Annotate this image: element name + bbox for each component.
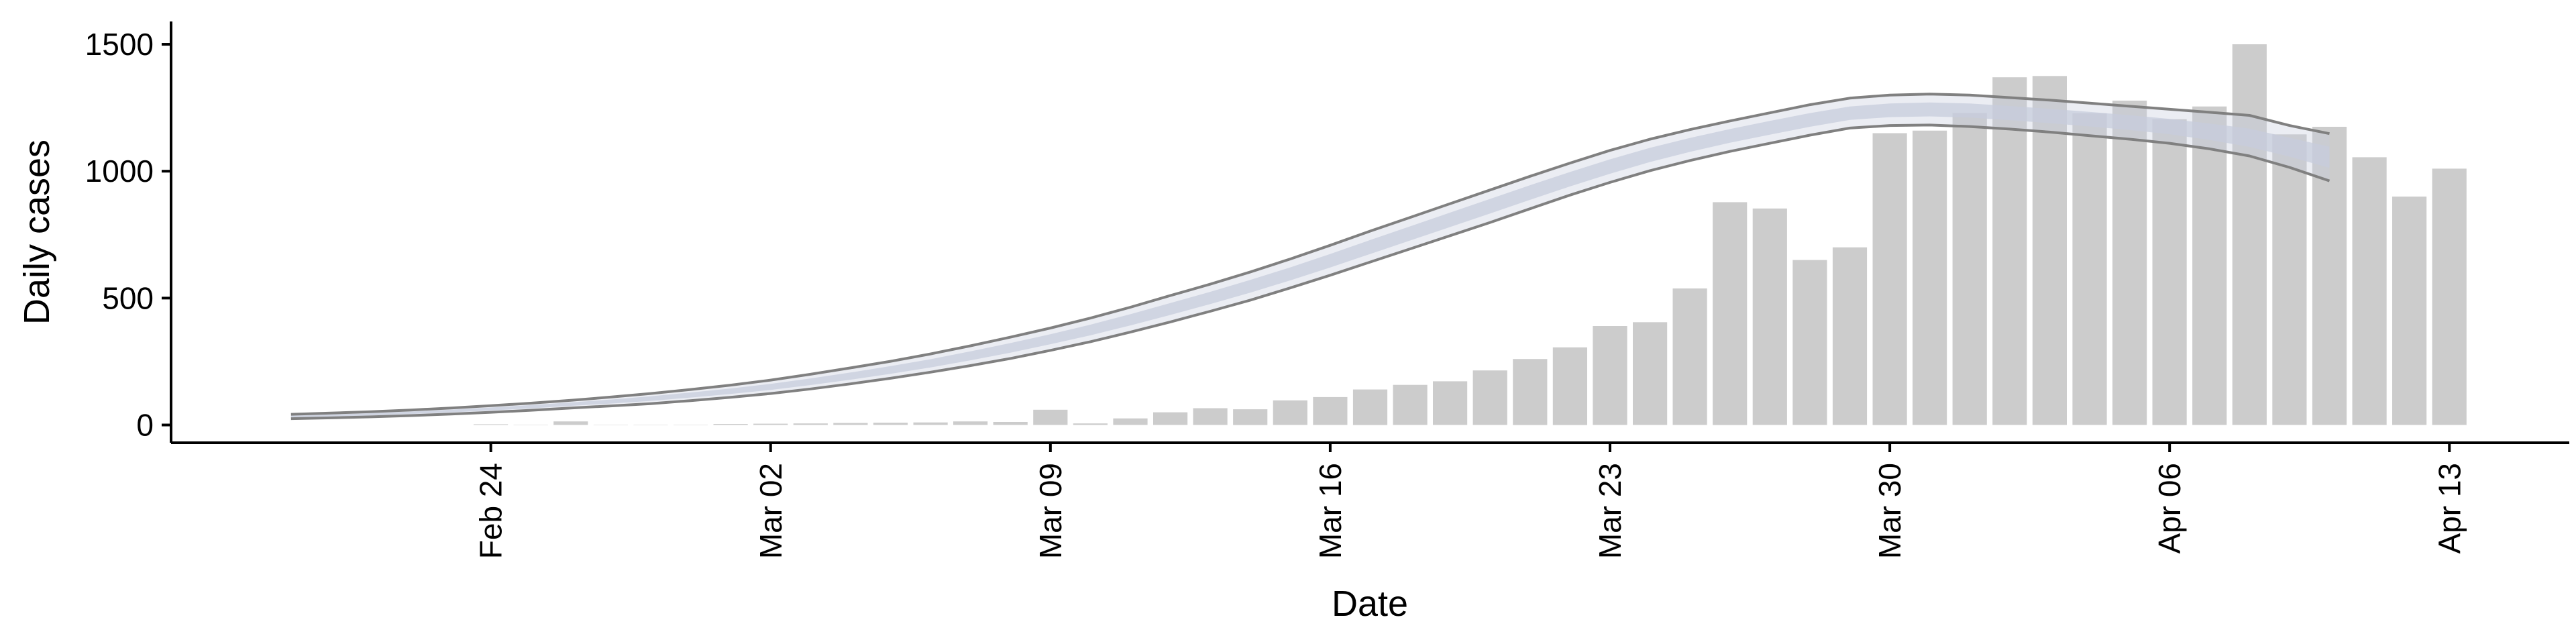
x-axis-ticks: Feb 24 Mar 02 Mar 09 Mar 16 Mar 23 Mar 30 Apr …	[474, 443, 2467, 559]
case-bar	[1713, 202, 1748, 425]
case-bar	[953, 421, 988, 425]
case-bar	[753, 423, 788, 425]
y-tick-label: 1500	[85, 27, 154, 62]
case-bar	[1992, 77, 2027, 425]
x-tick-label: Apr 13	[2432, 463, 2467, 554]
case-bar	[1472, 370, 1507, 425]
x-tick-label: Mar 23	[1593, 463, 1627, 559]
case-bar	[1952, 113, 1987, 425]
case-bar	[1393, 384, 1428, 425]
case-bar	[1872, 133, 1907, 425]
x-tick-label: Mar 09	[1033, 463, 1068, 559]
model-estimate	[290, 93, 2330, 421]
case-bar	[514, 425, 548, 426]
case-bar	[553, 421, 588, 425]
case-bar	[2152, 119, 2187, 425]
case-bar	[2112, 101, 2147, 425]
x-tick-label: Apr 06	[2152, 463, 2187, 554]
case-bar	[1433, 381, 1468, 425]
case-bar	[1233, 409, 1268, 425]
case-bar	[2072, 113, 2107, 425]
case-bar	[2432, 168, 2467, 425]
case-bar	[1792, 260, 1827, 425]
case-bar	[793, 423, 828, 425]
case-bar	[2232, 44, 2267, 425]
case-bar	[1593, 326, 1627, 425]
case-bar	[2352, 157, 2387, 425]
case-bar	[674, 425, 708, 426]
case-bar	[1913, 130, 1947, 425]
case-bar	[1313, 396, 1348, 425]
case-bar	[1513, 359, 1548, 425]
case-bar	[873, 423, 908, 425]
y-tick-label: 1000	[85, 154, 154, 189]
case-bar	[1033, 409, 1068, 425]
x-tick-label: Mar 02	[753, 463, 788, 559]
case-bar	[913, 422, 948, 425]
model-lower-line	[290, 123, 2330, 421]
case-bar	[713, 424, 748, 425]
case-bar	[1672, 288, 1707, 425]
case-bar	[633, 425, 667, 426]
case-bar	[1113, 418, 1148, 425]
case-bar	[1153, 412, 1188, 425]
case-bar	[474, 424, 508, 425]
case-bar	[2272, 134, 2307, 425]
x-tick-label: Feb 24	[474, 463, 508, 559]
model-upper-line	[290, 93, 2330, 416]
case-bar	[993, 422, 1028, 425]
case-bar	[1633, 322, 1668, 425]
x-tick-label: Mar 16	[1313, 463, 1348, 559]
model-band-outer	[290, 94, 2330, 419]
case-bar	[2392, 197, 2427, 425]
y-axis-ticks: 0 500 1000 1500	[85, 27, 171, 443]
y-tick-label: 500	[102, 280, 154, 315]
y-tick-label: 0	[136, 408, 154, 443]
x-tick-label: Mar 30	[1872, 463, 1907, 559]
case-bar	[2192, 106, 2227, 425]
case-bar	[1073, 423, 1108, 425]
case-bar	[1193, 408, 1228, 425]
case-bar	[1832, 247, 1868, 425]
case-bar	[833, 423, 868, 425]
case-bar	[1552, 347, 1587, 425]
case-bar	[1752, 208, 1787, 425]
case-bar	[1352, 389, 1388, 425]
y-axis-title: Daily cases	[17, 140, 57, 325]
case-bar	[1273, 400, 1307, 425]
x-axis-title: Date	[1332, 584, 1408, 624]
case-bars	[474, 44, 2467, 425]
case-bar	[594, 425, 628, 426]
